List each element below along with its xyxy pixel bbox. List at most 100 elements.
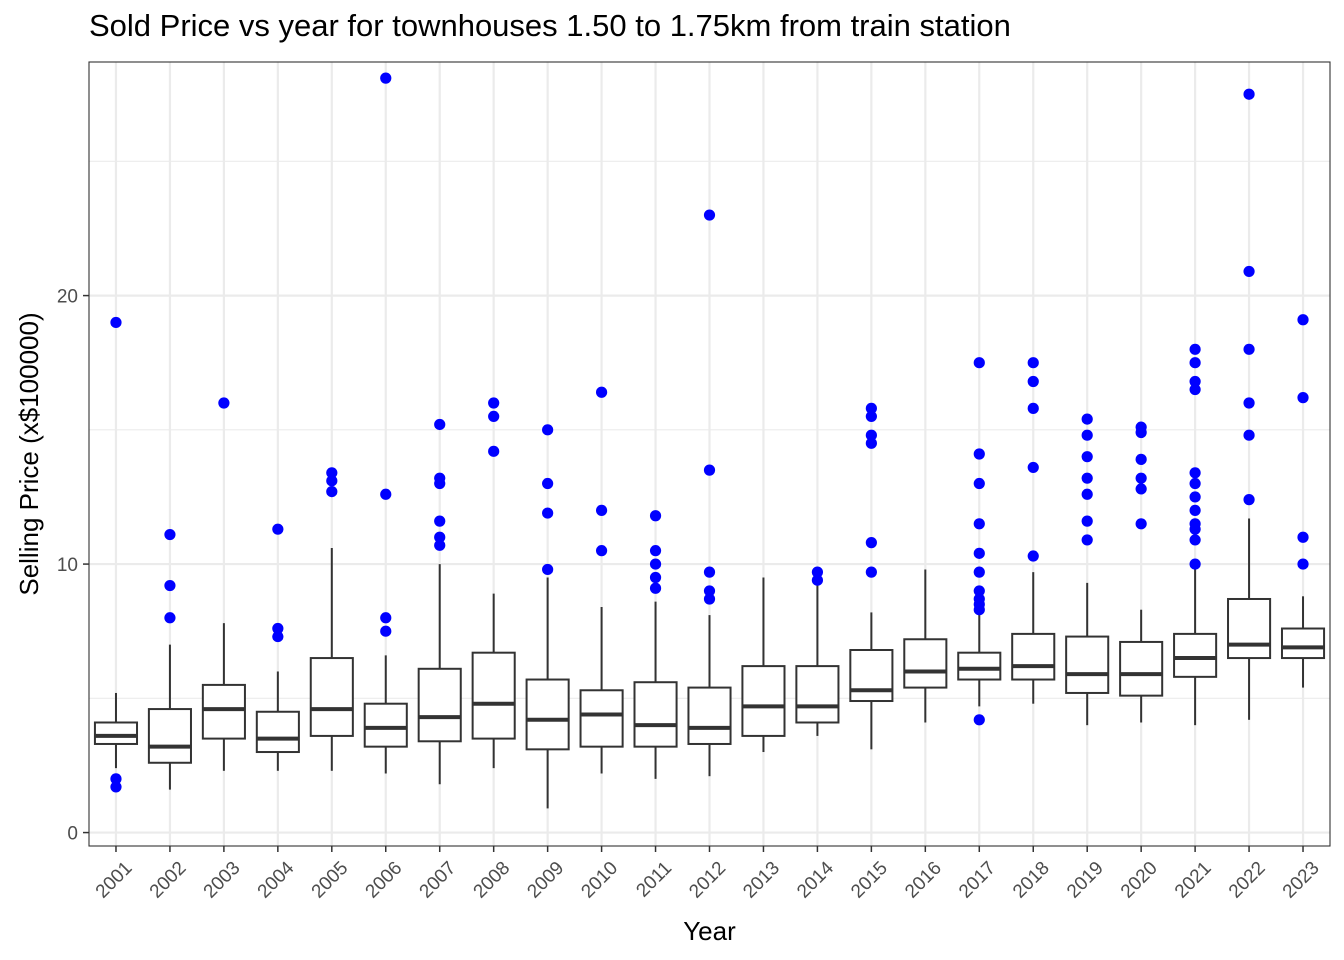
box-2023: [1280, 596, 1326, 688]
x-tick-label: 2010: [577, 858, 622, 903]
iqr-box: [309, 657, 354, 737]
iqr-box: [1280, 627, 1326, 660]
box-2011: [633, 601, 678, 779]
outlier-point: [1297, 392, 1309, 404]
outlier-point: [110, 316, 122, 329]
y-axis-title: Selling Price (x$100000): [14, 312, 44, 595]
outlier-point: [218, 397, 230, 409]
outlier-point: [434, 515, 446, 527]
outlier-point: [1135, 472, 1147, 484]
outlier-point: [542, 563, 554, 576]
outlier-point: [595, 386, 608, 398]
box-2017: [957, 612, 1002, 707]
x-tick-label: 2009: [523, 858, 568, 903]
box-2003: [201, 623, 246, 771]
outlier-point: [973, 547, 985, 559]
x-tick-label: 2018: [1009, 858, 1054, 903]
outlier-point: [1081, 515, 1093, 527]
outlier-point: [1243, 265, 1255, 278]
box-2009: [525, 577, 570, 809]
outlier-point: [1189, 523, 1201, 535]
outlier-point: [1027, 357, 1039, 369]
x-tick-label: 2023: [1279, 858, 1324, 903]
outlier-point: [542, 477, 554, 490]
outlier-point: [865, 566, 877, 578]
x-tick-label: 2021: [1171, 858, 1216, 903]
iqr-box: [957, 651, 1002, 681]
outlier-point: [1189, 343, 1201, 355]
outlier-point: [649, 545, 662, 557]
iqr-box: [1011, 632, 1056, 681]
iqr-box: [201, 683, 246, 740]
iqr-box: [1227, 597, 1272, 660]
outlier-point: [703, 593, 716, 605]
outlier-point: [703, 209, 716, 221]
outlier-point: [973, 714, 985, 726]
outlier-point: [272, 630, 284, 643]
outlier-point: [164, 612, 176, 624]
box-2007: [417, 564, 462, 785]
outlier-point: [434, 418, 446, 431]
outlier-point: [434, 477, 446, 490]
outlier-point: [1135, 483, 1147, 495]
iqr-box: [687, 686, 732, 745]
axis-layer: 0 10 20 2001 2002 2003 2004 2005 2006 2007 2008 200…: [57, 287, 1324, 903]
outlier-point: [703, 585, 716, 597]
box-2015: [849, 612, 894, 750]
outlier-point: [488, 410, 500, 423]
outlier-point: [1027, 402, 1039, 414]
box-2004: [255, 671, 300, 771]
iqr-box: [903, 638, 948, 689]
outlier-point: [488, 445, 500, 457]
x-tick-label: 2020: [1117, 858, 1162, 903]
x-tick-label: 2015: [847, 858, 892, 903]
x-tick-label: 2014: [793, 857, 838, 902]
iqr-box: [633, 681, 678, 748]
outlier-point: [164, 579, 176, 592]
outlier-point: [973, 566, 985, 578]
outlier-point: [703, 464, 716, 476]
outlier-point: [272, 523, 284, 535]
box-2001: [93, 692, 139, 769]
outlier-point: [1081, 413, 1093, 425]
outlier-point: [595, 504, 608, 516]
x-tick-label: 2006: [362, 858, 407, 903]
outlier-point: [649, 558, 662, 570]
outlier-point: [380, 612, 392, 624]
outlier-point: [1243, 494, 1255, 506]
outlier-point: [865, 402, 877, 414]
outlier-point: [272, 622, 284, 635]
iqr-box: [741, 665, 786, 737]
iqr-box: [1173, 632, 1218, 678]
outlier-point: [811, 574, 824, 586]
outlier-point: [973, 585, 985, 597]
outlier-point: [1081, 534, 1093, 546]
outlier-point: [811, 566, 824, 578]
outlier-point: [973, 448, 985, 460]
outlier-point: [1243, 397, 1255, 409]
x-tick-label: 2008: [470, 858, 515, 903]
outlier-point: [1297, 314, 1309, 326]
outlier-point: [1297, 558, 1309, 570]
outlier-point: [1081, 472, 1093, 484]
box-2013: [741, 577, 786, 753]
outlier-point: [164, 528, 176, 541]
outlier-layer: [110, 72, 1309, 793]
outlier-point: [380, 625, 392, 637]
box-2021: [1173, 566, 1218, 726]
iqr-box: [795, 665, 840, 724]
iqr-box: [255, 710, 300, 754]
outlier-point: [973, 357, 985, 369]
outlier-point: [1027, 550, 1039, 562]
x-tick-label: 2002: [146, 858, 191, 903]
outlier-point: [380, 488, 392, 500]
box-2012: [687, 615, 732, 777]
iqr-box: [471, 651, 516, 740]
x-tick-label: 2007: [416, 858, 461, 903]
outlier-point: [973, 604, 985, 616]
outlier-point: [1027, 461, 1039, 474]
outlier-point: [434, 539, 446, 551]
outlier-point: [1297, 531, 1309, 543]
outlier-point: [649, 571, 662, 584]
outlier-point: [1027, 375, 1039, 388]
